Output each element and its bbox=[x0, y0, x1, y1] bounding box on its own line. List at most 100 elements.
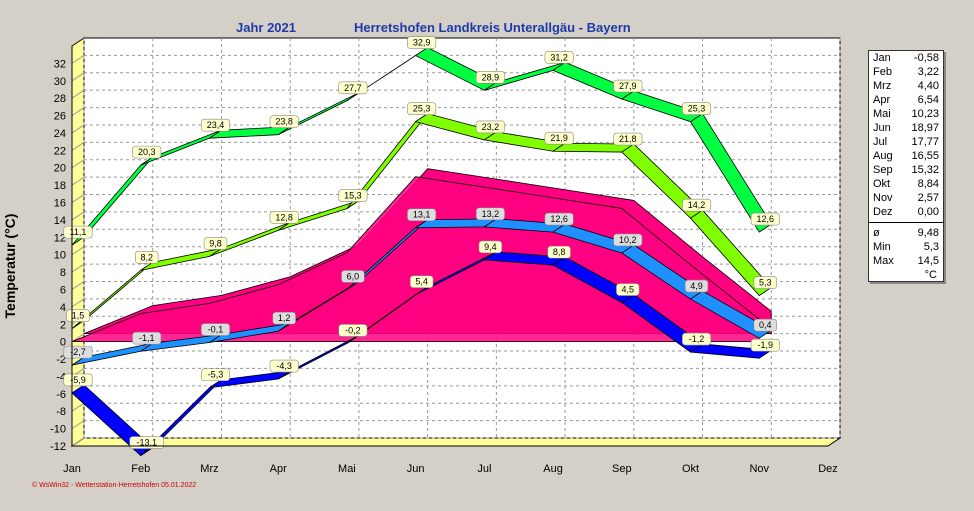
data-label-box bbox=[409, 275, 434, 288]
x-tick-label: Aug bbox=[543, 463, 563, 475]
legend-row-jan: Jan -0,58 bbox=[869, 51, 943, 65]
legend-month: Mrz bbox=[873, 80, 892, 92]
y-tick-label: 30 bbox=[54, 76, 66, 88]
data-label: 21,8 bbox=[619, 134, 637, 144]
data-label-box bbox=[750, 338, 780, 352]
y-tick-label: 16 bbox=[54, 198, 66, 210]
legend-value: 3,22 bbox=[917, 66, 939, 78]
y-tick-label: 26 bbox=[54, 111, 66, 123]
data-label-box bbox=[475, 120, 505, 134]
y-tick-label: 20 bbox=[54, 163, 66, 175]
data-label: 0,4 bbox=[759, 320, 772, 330]
legend-stat-key: ø bbox=[873, 227, 880, 239]
data-label-box bbox=[341, 270, 365, 283]
data-label-box bbox=[272, 311, 296, 325]
chart-year-title: Jahr 2021 bbox=[236, 20, 296, 35]
data-label: 13,1 bbox=[413, 210, 431, 220]
legend-divider bbox=[869, 222, 943, 223]
legend-month: Jun bbox=[873, 122, 891, 134]
y-axis-label: Temperatur (°C) bbox=[2, 213, 18, 319]
legend-value: 2,57 bbox=[917, 192, 939, 204]
y-tick-label: 0 bbox=[60, 337, 66, 349]
data-label-box bbox=[338, 81, 368, 95]
chart-floor bbox=[70, 437, 842, 447]
data-label: -1,1 bbox=[139, 333, 155, 343]
grid-stub bbox=[71, 263, 85, 273]
legend-stat-value: 14,5 bbox=[917, 255, 939, 267]
data-label-box bbox=[544, 212, 574, 226]
data-label: 4,9 bbox=[690, 281, 703, 291]
data-label: 10,2 bbox=[619, 235, 637, 245]
data-label: 23,2 bbox=[482, 122, 500, 132]
legend-month: Nov bbox=[873, 192, 893, 204]
data-label: 28,9 bbox=[482, 72, 500, 82]
legend-value: 0,00 bbox=[917, 206, 939, 218]
legend-stat-key: Min bbox=[873, 241, 891, 253]
grid-stub bbox=[71, 141, 85, 151]
grid-stub bbox=[71, 72, 85, 82]
data-label-box bbox=[407, 208, 437, 222]
legend-month: Mai bbox=[873, 108, 891, 120]
y-tick-label: 24 bbox=[54, 128, 66, 140]
data-label: -5,3 bbox=[208, 370, 224, 380]
data-label: 12,8 bbox=[275, 212, 293, 222]
data-label-box bbox=[338, 324, 368, 337]
data-label-box bbox=[750, 212, 780, 226]
data-label-box bbox=[544, 131, 574, 145]
legend-stat-row: Min 5,3 bbox=[869, 240, 943, 254]
data-label: -0,1 bbox=[208, 325, 224, 335]
grid-stub bbox=[71, 194, 85, 203]
data-label-box bbox=[475, 71, 505, 84]
data-label-box bbox=[544, 51, 574, 64]
footer-credit: © WsWin32 - Wetterstation-Herretshofen 0… bbox=[32, 482, 197, 489]
data-label-box bbox=[269, 115, 299, 128]
data-label: 32,9 bbox=[413, 38, 431, 48]
data-label-box bbox=[478, 240, 503, 254]
legend-row-sep: Sep 15,32 bbox=[869, 163, 943, 177]
y-tick-label: 28 bbox=[54, 93, 66, 105]
x-tick-label: Sep bbox=[612, 463, 632, 475]
legend-value: -0,58 bbox=[913, 52, 939, 64]
y-tick-label: -8 bbox=[56, 406, 66, 418]
legend-stat-value: 5,3 bbox=[923, 241, 939, 253]
legend-month: Feb bbox=[873, 66, 892, 78]
data-label: 6,0 bbox=[347, 271, 360, 281]
x-tick-label: Mrz bbox=[200, 463, 218, 475]
data-label: 14,2 bbox=[688, 200, 706, 210]
data-label-box bbox=[475, 207, 505, 221]
x-tick-label: Dez bbox=[818, 463, 838, 475]
grid-stub bbox=[71, 281, 85, 290]
y-tick-label: 4 bbox=[60, 302, 66, 314]
x-tick-label: Jul bbox=[477, 463, 491, 475]
x-tick-label: Feb bbox=[131, 463, 150, 475]
grid-stub bbox=[71, 246, 85, 256]
data-label-box bbox=[200, 323, 230, 336]
data-label: 23,8 bbox=[275, 117, 293, 127]
legend-stat-row: ø 9,48 bbox=[869, 226, 943, 240]
data-label: 27,7 bbox=[344, 83, 362, 93]
legend-row-mrz: Mrz 4,40 bbox=[869, 79, 943, 93]
data-label-box bbox=[200, 118, 230, 132]
y-tick-label: 10 bbox=[54, 250, 66, 262]
legend-row-feb: Feb 3,22 bbox=[869, 65, 943, 79]
legend-value: 6,54 bbox=[917, 94, 939, 106]
data-label-box bbox=[63, 225, 93, 239]
grid-stub bbox=[71, 159, 85, 169]
data-label: 5,3 bbox=[759, 278, 772, 288]
data-label: 25,3 bbox=[688, 104, 706, 114]
data-label-box bbox=[407, 36, 437, 49]
data-label: 15,3 bbox=[344, 191, 362, 201]
data-label: 11,1 bbox=[70, 227, 87, 237]
legend-stat-row: Max 14,5 bbox=[869, 254, 943, 268]
data-label-box bbox=[132, 331, 162, 345]
data-label: 1,5 bbox=[72, 311, 85, 321]
grid-stub bbox=[71, 402, 85, 412]
legend-value: 8,84 bbox=[917, 178, 939, 190]
data-label-box bbox=[132, 145, 162, 159]
y-tick-label: 2 bbox=[60, 319, 66, 331]
data-label-box bbox=[200, 368, 230, 382]
legend-month: Dez bbox=[873, 206, 893, 218]
data-label: 9,4 bbox=[484, 242, 497, 252]
monthly-mean-legend: Jan -0,58 Feb 3,22 Mrz 4,40 Apr 6,54 Mai 10,23 Jun… bbox=[868, 50, 944, 282]
grid-stub bbox=[71, 176, 85, 186]
